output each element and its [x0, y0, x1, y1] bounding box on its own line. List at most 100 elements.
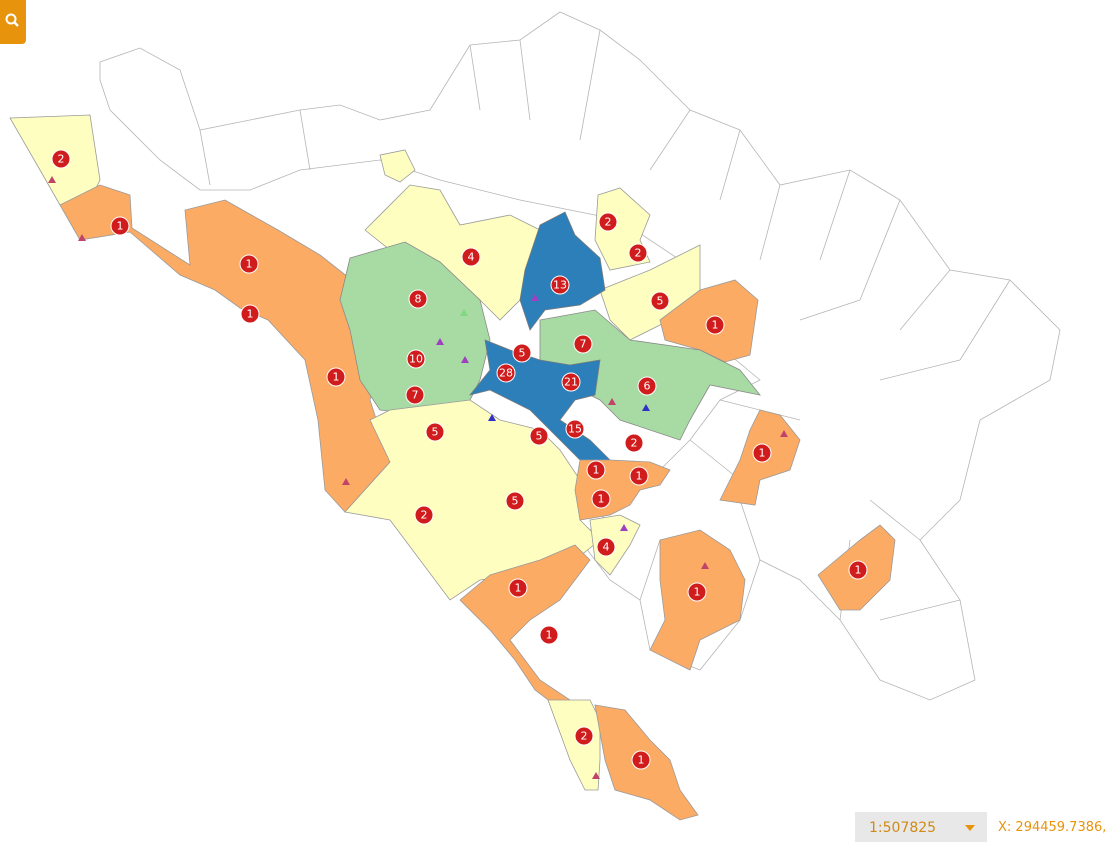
cluster-circle	[529, 426, 549, 446]
cluster-marker[interactable]: 13	[550, 275, 570, 295]
cluster-marker[interactable]: 1	[239, 254, 259, 274]
cluster-circle	[631, 750, 651, 770]
cluster-count: 6	[644, 380, 651, 393]
site	[48, 176, 56, 183]
cluster-marker[interactable]: 1	[591, 489, 611, 509]
cluster-circle	[637, 376, 657, 396]
site	[461, 356, 469, 363]
cluster-marker[interactable]: 2	[414, 505, 434, 525]
cluster-marker[interactable]: 2	[598, 212, 618, 232]
region	[519, 211, 606, 331]
cluster-marker[interactable]: 2	[51, 149, 71, 169]
site	[701, 562, 709, 569]
region	[59, 184, 391, 513]
cluster-marker[interactable]: 1	[539, 625, 559, 645]
cluster-count: 5	[536, 430, 543, 443]
cluster-count: 5	[657, 295, 664, 308]
cluster-marker[interactable]: 1	[508, 578, 528, 598]
cluster-marker[interactable]: 1	[752, 443, 772, 463]
cluster-count: 21	[564, 376, 578, 389]
region	[547, 699, 601, 791]
cluster-circle	[650, 291, 670, 311]
cluster-circle	[406, 349, 426, 369]
cluster-circle	[539, 625, 559, 645]
cluster-circle	[561, 372, 581, 392]
search-button[interactable]	[0, 0, 26, 44]
cluster-marker[interactable]: 8	[408, 289, 428, 309]
region	[459, 544, 591, 706]
cluster-circle	[629, 466, 649, 486]
cluster-circle	[550, 275, 570, 295]
cluster-count: 5	[432, 426, 439, 439]
cluster-marker[interactable]: 1	[629, 466, 649, 486]
cluster-count: 1	[117, 220, 124, 233]
cluster-marker[interactable]: 1	[110, 216, 130, 236]
cluster-circle	[425, 422, 445, 442]
cluster-circle	[705, 315, 725, 335]
cluster-count: 4	[468, 251, 475, 264]
cluster-marker[interactable]: 6	[637, 376, 657, 396]
cluster-count: 1	[593, 464, 600, 477]
cluster-marker[interactable]: 15	[565, 419, 585, 439]
cluster-circle	[239, 254, 259, 274]
cluster-circle	[414, 505, 434, 525]
cluster-circle	[461, 247, 481, 267]
cluster-count: 1	[247, 308, 254, 321]
cluster-count: 1	[546, 629, 553, 642]
cluster-count: 8	[415, 293, 422, 306]
cluster-circle	[110, 216, 130, 236]
cluster-marker[interactable]: 1	[240, 304, 260, 324]
scale-value: 1:507825	[869, 820, 937, 836]
cluster-marker[interactable]: 10	[406, 349, 426, 369]
cluster-marker[interactable]: 7	[573, 334, 593, 354]
cluster-circle	[565, 419, 585, 439]
cluster-count: 4	[603, 541, 610, 554]
cluster-count: 1	[855, 564, 862, 577]
cluster-marker[interactable]: 1	[705, 315, 725, 335]
cluster-count: 10	[409, 353, 423, 366]
cluster-count: 2	[58, 153, 65, 166]
cluster-circle	[687, 582, 707, 602]
cluster-count: 7	[580, 338, 587, 351]
cluster-count: 1	[712, 319, 719, 332]
cluster-circle	[574, 726, 594, 746]
cluster-marker[interactable]: 1	[848, 560, 868, 580]
scale-selector[interactable]: 1:507825	[855, 812, 987, 842]
cluster-marker[interactable]: 28	[496, 363, 516, 383]
cluster-circle	[405, 385, 425, 405]
site	[620, 524, 628, 531]
cluster-marker[interactable]: 4	[461, 247, 481, 267]
cluster-circle	[628, 243, 648, 263]
cluster-circle	[848, 560, 868, 580]
cluster-marker[interactable]: 1	[687, 582, 707, 602]
cluster-count: 2	[631, 437, 638, 450]
cluster-marker[interactable]: 1	[586, 460, 606, 480]
cluster-marker[interactable]: 5	[512, 343, 532, 363]
cluster-marker[interactable]: 1	[326, 367, 346, 387]
site	[488, 414, 496, 421]
cluster-circle	[598, 212, 618, 232]
cluster-marker[interactable]: 5	[650, 291, 670, 311]
cluster-marker[interactable]: 5	[505, 491, 525, 511]
cluster-marker[interactable]: 5	[425, 422, 445, 442]
cluster-marker[interactable]: 2	[628, 243, 648, 263]
cluster-marker[interactable]: 5	[529, 426, 549, 446]
cluster-marker[interactable]: 21	[561, 372, 581, 392]
cluster-circle	[508, 578, 528, 598]
cluster-marker[interactable]: 7	[405, 385, 425, 405]
cluster-marker[interactable]: 4	[596, 537, 616, 557]
cluster-circle	[505, 491, 525, 511]
cluster-circle	[586, 460, 606, 480]
cluster-marker[interactable]: 2	[624, 433, 644, 453]
cluster-circle	[512, 343, 532, 363]
cluster-marker[interactable]: 1	[631, 750, 651, 770]
cluster-count: 15	[568, 423, 582, 436]
cluster-marker[interactable]: 2	[574, 726, 594, 746]
cluster-count: 1	[598, 493, 605, 506]
cluster-circle	[51, 149, 71, 169]
cluster-count: 1	[638, 754, 645, 767]
cluster-count: 1	[636, 470, 643, 483]
cluster-count: 7	[412, 389, 419, 402]
